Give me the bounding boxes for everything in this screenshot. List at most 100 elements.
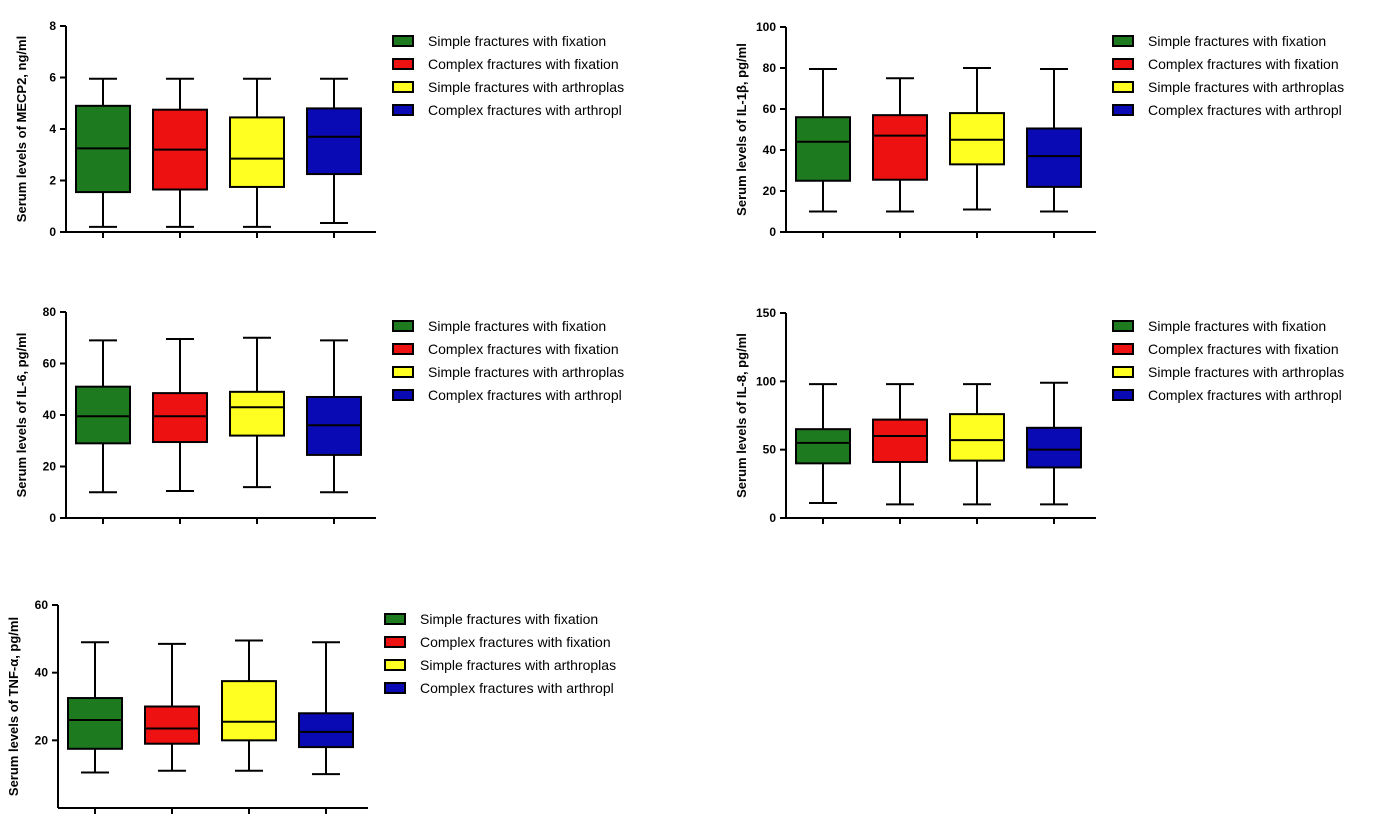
y-tick-label: 0 — [49, 225, 56, 239]
box-3 — [949, 67, 1005, 211]
y-tick-label: 0 — [49, 511, 56, 525]
box-1 — [75, 77, 131, 228]
y-tick-label: 80 — [763, 61, 777, 75]
legend-swatch — [1112, 366, 1134, 378]
y-tick-label: 50 — [763, 443, 777, 457]
legend-swatch — [392, 389, 414, 401]
legend-swatch — [1112, 81, 1134, 93]
iqr-box — [949, 413, 1005, 462]
il1b-y-axis-label: Serum levels of IL-1β, pg/ml — [734, 43, 749, 216]
box-2 — [872, 77, 928, 213]
box-1 — [75, 339, 131, 494]
legend-item: Complex fractures with fixation — [1112, 57, 1395, 73]
legend-item: Simple fractures with arthroplas — [384, 658, 674, 674]
iqr-box — [221, 680, 277, 742]
y-tick-label: 100 — [756, 20, 776, 34]
legend-swatch — [1112, 389, 1134, 401]
box-4 — [298, 641, 354, 776]
iqr-box — [152, 392, 208, 444]
legend-label: Complex fractures with fixation — [428, 57, 619, 72]
box-4 — [306, 77, 362, 224]
legend-swatch — [384, 659, 406, 671]
y-tick-label: 2 — [49, 174, 56, 188]
legend-item: Complex fractures with fixation — [392, 342, 682, 358]
box-4 — [1026, 381, 1082, 506]
y-tick-label: 60 — [763, 102, 777, 116]
box-3 — [221, 639, 277, 772]
legend-item: Simple fractures with fixation — [384, 612, 674, 628]
box-1 — [795, 68, 851, 213]
y-tick-label: 40 — [43, 408, 57, 422]
legend-label: Complex fractures with fixation — [428, 342, 619, 357]
legend-label: Complex fractures with arthropl — [420, 681, 614, 696]
legend-swatch — [392, 81, 414, 93]
y-tick-label: 40 — [35, 666, 49, 680]
legend-item: Complex fractures with arthropl — [384, 681, 674, 697]
y-tick-label: 4 — [49, 122, 56, 136]
legend-swatch — [392, 35, 414, 47]
iqr-box — [298, 712, 354, 749]
legend-label: Simple fractures with arthroplas — [1148, 365, 1345, 380]
legend-label: Simple fractures with arthroplas — [1148, 80, 1345, 95]
box-3 — [229, 77, 285, 228]
y-tick-label: 100 — [756, 374, 776, 388]
iqr-box — [795, 116, 851, 182]
box-2 — [872, 383, 928, 506]
y-tick-label: 20 — [763, 184, 777, 198]
iqr-box — [949, 112, 1005, 166]
y-tick-label: 40 — [763, 143, 777, 157]
legend-item: Complex fractures with arthropl — [1112, 388, 1395, 404]
legend-label: Simple fractures with arthroplas — [428, 80, 625, 95]
iqr-box — [306, 107, 362, 176]
legend-item: Complex fractures with fixation — [1112, 342, 1395, 358]
legend-swatch — [1112, 320, 1134, 332]
iqr-box — [75, 385, 131, 445]
y-tick-label: 0 — [769, 225, 776, 239]
iqr-box — [872, 114, 928, 181]
iqr-box — [144, 705, 200, 745]
box-4 — [1026, 68, 1082, 213]
y-tick-label: 20 — [43, 460, 57, 474]
legend-swatch — [1112, 58, 1134, 70]
legend-item: Complex fractures with fixation — [392, 57, 682, 73]
legend-item: Simple fractures with arthroplas — [1112, 365, 1395, 381]
iqr-box — [1026, 426, 1082, 469]
legend-item: Simple fractures with arthroplas — [392, 80, 682, 96]
legend-item: Complex fractures with arthropl — [392, 103, 682, 119]
legend-item: Simple fractures with fixation — [1112, 34, 1395, 50]
legend-swatch — [392, 320, 414, 332]
legend-label: Simple fractures with fixation — [428, 34, 607, 49]
legend-label: Simple fractures with fixation — [428, 319, 607, 334]
legend-label: Complex fractures with arthropl — [428, 103, 622, 118]
legend-item: Complex fractures with arthropl — [392, 388, 682, 404]
box-4 — [306, 339, 362, 494]
y-tick-label: 60 — [35, 598, 49, 612]
iqr-box — [872, 418, 928, 463]
box-3 — [229, 336, 285, 489]
legend-item: Complex fractures with arthropl — [1112, 103, 1395, 119]
legend-swatch — [1112, 343, 1134, 355]
box-2 — [152, 338, 208, 492]
iqr-box — [67, 697, 123, 750]
legend-swatch — [1112, 104, 1134, 116]
legend-label: Complex fractures with fixation — [1148, 57, 1339, 72]
legend-item: Simple fractures with fixation — [392, 34, 682, 50]
y-tick-label: 150 — [756, 306, 776, 320]
iqr-box — [795, 428, 851, 465]
y-tick-label: 0 — [769, 511, 776, 525]
legend-label: Complex fractures with arthropl — [1148, 103, 1342, 118]
tnfa-y-axis-label: Serum levels of TNF-α, pg/ml — [6, 617, 21, 796]
legend-item: Complex fractures with fixation — [384, 635, 674, 651]
legend-label: Complex fractures with fixation — [1148, 342, 1339, 357]
legend-swatch — [384, 682, 406, 694]
legend-swatch — [392, 58, 414, 70]
y-tick-label: 6 — [49, 71, 56, 85]
legend-label: Simple fractures with arthroplas — [420, 658, 617, 673]
legend-item: Simple fractures with fixation — [392, 319, 682, 335]
y-tick-label: 20 — [35, 733, 49, 747]
box-3 — [949, 383, 1005, 506]
